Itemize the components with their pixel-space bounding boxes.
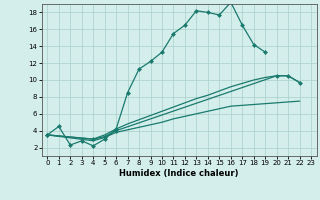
X-axis label: Humidex (Indice chaleur): Humidex (Indice chaleur) [119, 169, 239, 178]
